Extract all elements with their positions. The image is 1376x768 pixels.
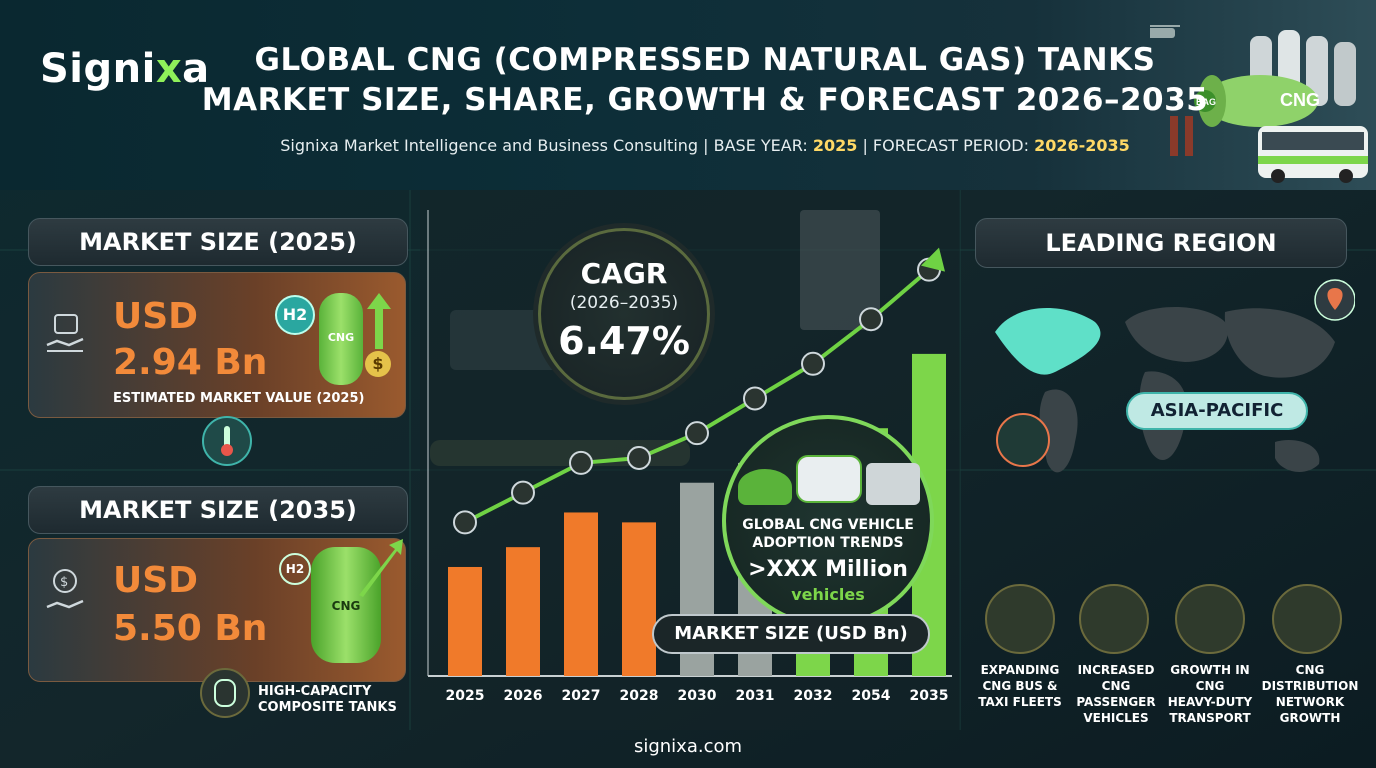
market-2025-heading: MARKET SIZE (2025) [79, 228, 357, 256]
h2-cycle-icon: H2 [279, 553, 311, 585]
header-background [0, 0, 1376, 190]
thermometer-icon [202, 416, 252, 466]
adoption-line2: ADOPTION TRENDS [752, 535, 904, 551]
dollar-coin-icon: $ [365, 351, 391, 377]
driver-label-1: EXPANDING CNG BUS & TAXI FLEETS [978, 663, 1062, 709]
passenger-car-icon [1079, 584, 1149, 654]
market-2025-value: 2.94 Bn [113, 342, 268, 383]
trend-arrowhead [921, 247, 945, 272]
market-2025-card: USD 2.94 Bn ESTIMATED MARKET VALUE (2025… [28, 272, 406, 418]
x-tick-label: 2028 [620, 688, 659, 704]
region-heading: LEADING REGION [1045, 229, 1277, 257]
x-tick-label: 2025 [446, 688, 485, 704]
x-tick-label: 2030 [678, 688, 717, 704]
cagr-value: 6.47% [558, 319, 690, 363]
page-title-line1: GLOBAL CNG (COMPRESSED NATURAL GAS) TANK… [254, 42, 1156, 78]
market-2025-header: MARKET SIZE (2025) [28, 218, 408, 266]
trend-point-2027 [569, 450, 593, 475]
footer-url: signixa.com [633, 736, 743, 757]
hand-dollar-icon: $ [46, 569, 84, 609]
cagr-period: (2026–2035) [569, 293, 679, 313]
composite-caption-line2: COMPOSITE TANKS [258, 700, 397, 715]
page-title-line2: MARKET SIZE, SHARE, GROWTH & FORECAST 20… [201, 82, 1209, 118]
cng-tank-icon: CNG [319, 293, 363, 385]
market-2025-currency: USD [113, 296, 199, 337]
bar-2027 [564, 512, 598, 676]
composite-caption-line1: HIGH-CAPACITY [258, 684, 372, 699]
growth-arrow-icon [359, 539, 403, 597]
region-header: LEADING REGION [975, 218, 1347, 268]
bus-icon [796, 455, 862, 503]
svg-text:$: $ [60, 575, 68, 590]
driver-label-3: GROWTH IN CNG HEAVY-DUTY TRANSPORT [1167, 663, 1253, 725]
adoption-value: >XXX Million [748, 557, 908, 582]
forecast-period: 2026-2035 [1034, 136, 1130, 155]
market-2035-card: $ USD 5.50 Bn H2 CNG [28, 538, 406, 682]
page-subtitle: Signixa Market Intelligence and Business… [280, 136, 1130, 155]
trend-point-2054 [859, 307, 883, 332]
trend-point-2028 [627, 445, 651, 470]
hand-coin-icon [46, 314, 84, 352]
truck-icon [866, 463, 920, 505]
brand-logo: Signixa [40, 46, 210, 92]
market-2035-header: MARKET SIZE (2035) [28, 486, 408, 534]
vehicle-illustrations [738, 455, 920, 511]
region-name-pill: ASIA-PACIFIC [1126, 392, 1308, 430]
asia-zoom-inset [996, 413, 1050, 467]
up-arrow-icon [367, 293, 391, 349]
x-tick-label: 2026 [504, 688, 543, 704]
market-2035-value: 5.50 Bn [113, 608, 268, 649]
trend-point-2026 [511, 480, 535, 505]
x-tick-label: 2035 [910, 688, 949, 704]
large-cng-tank-icon: CNG [311, 547, 381, 663]
australia-shape [1275, 440, 1320, 472]
trend-point-2025 [453, 510, 477, 535]
adoption-unit: vehicles [791, 585, 865, 604]
chart-title-pill: MARKET SIZE (USD Bn) [652, 614, 930, 654]
south-america-shape [1039, 389, 1078, 473]
bus-city-icon [985, 584, 1055, 654]
europe-asia-shape [1125, 307, 1228, 362]
adoption-line1: GLOBAL CNG VEHICLE [742, 517, 914, 533]
composite-tank-icon [200, 668, 250, 718]
h2-badge: H2 [275, 295, 315, 335]
car-icon [738, 469, 792, 505]
asia-shape [1224, 308, 1335, 378]
x-tick-label: 2054 [852, 688, 891, 704]
trend-point-2031 [743, 386, 767, 411]
x-tick-label: 2027 [562, 688, 601, 704]
driver-label-4: CNG DISTRIBUTION NETWORK GROWTH [1261, 663, 1359, 725]
bar-2028 [622, 522, 656, 676]
cng-station-illustration: CNG BAG [1150, 25, 1368, 183]
market-2035-currency: USD [113, 560, 199, 601]
x-tick-label: 2031 [736, 688, 775, 704]
cng-tank-sign: CNG [1280, 90, 1320, 110]
vehicle-adoption-badge: GLOBAL CNG VEHICLE ADOPTION TRENDS >XXX … [722, 415, 934, 627]
market-2035-heading: MARKET SIZE (2035) [79, 496, 357, 524]
north-america-shape [995, 308, 1101, 375]
driver-label-2: INCREASED CNG PASSENGER VEHICLES [1076, 663, 1156, 725]
bar-2026 [506, 547, 540, 676]
bag-sign: BAG [1196, 97, 1216, 107]
tanker-truck-icon [1175, 584, 1245, 654]
pipeline-network-icon [1272, 584, 1342, 654]
cagr-label: CAGR [580, 257, 668, 290]
cagr-badge: CAGR (2026–2035) 6.47% [538, 228, 710, 400]
trend-point-2032 [801, 351, 825, 376]
bar-2025 [448, 566, 482, 676]
base-year: 2025 [812, 136, 858, 155]
market-2025-caption: ESTIMATED MARKET VALUE (2025) [113, 391, 365, 406]
x-tick-label: 2032 [794, 688, 833, 704]
trend-point-2030 [685, 421, 709, 446]
